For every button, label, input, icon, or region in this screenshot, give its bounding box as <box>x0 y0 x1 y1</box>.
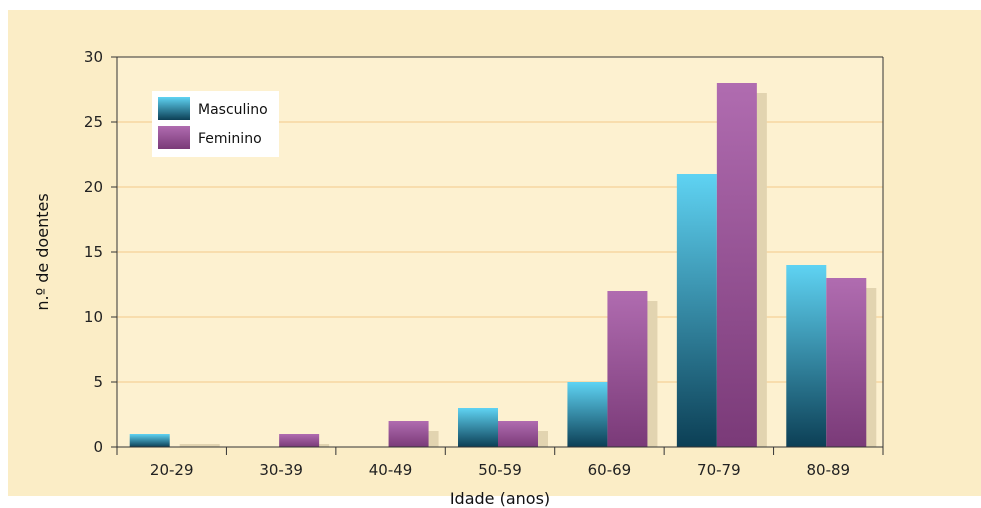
bar-shadow <box>179 444 220 447</box>
x-tick-label: 70-79 <box>697 461 741 479</box>
x-axis-ticks: 20-29 30-39 40-49 50-59 60-69 70-79 80-89 <box>116 447 884 479</box>
x-tick-label: 80-89 <box>806 461 850 479</box>
legend-label: Masculino <box>198 102 268 118</box>
bar-feminino <box>716 83 757 447</box>
bar-masculino <box>676 174 717 447</box>
x-tick-label: 60-69 <box>588 461 632 479</box>
bar-feminino <box>826 278 867 447</box>
y-tick-label: 5 <box>93 373 103 391</box>
bar-masculino <box>786 265 827 447</box>
x-tick-label: 40-49 <box>369 461 413 479</box>
bar-feminino <box>498 421 538 447</box>
y-tick-label: 10 <box>84 308 103 326</box>
y-axis-ticks: 0 5 10 15 20 25 30 <box>84 48 117 456</box>
y-tick-label: 25 <box>84 113 103 131</box>
y-axis-title: n.º de doentes <box>33 193 52 310</box>
y-tick-label: 20 <box>84 178 103 196</box>
legend: Masculino Feminino <box>152 91 279 157</box>
legend-label: Feminino <box>198 131 262 147</box>
x-tick-label: 30-39 <box>259 461 303 479</box>
y-tick-label: 15 <box>84 243 103 261</box>
legend-swatch-feminino <box>158 126 190 149</box>
legend-swatch-masculino <box>158 97 190 120</box>
bar-feminino <box>388 421 429 447</box>
bar-feminino <box>607 291 648 447</box>
x-axis-title: Idade (anos) <box>450 489 550 508</box>
x-tick-label: 20-29 <box>150 461 194 479</box>
bar-masculino <box>129 434 170 447</box>
bar-masculino <box>567 382 608 447</box>
bars <box>129 83 877 447</box>
y-tick-label: 30 <box>84 48 103 66</box>
bar-feminino <box>279 434 320 447</box>
bar-masculino <box>458 408 498 447</box>
y-tick-label: 0 <box>93 438 103 456</box>
x-tick-label: 50-59 <box>478 461 522 479</box>
